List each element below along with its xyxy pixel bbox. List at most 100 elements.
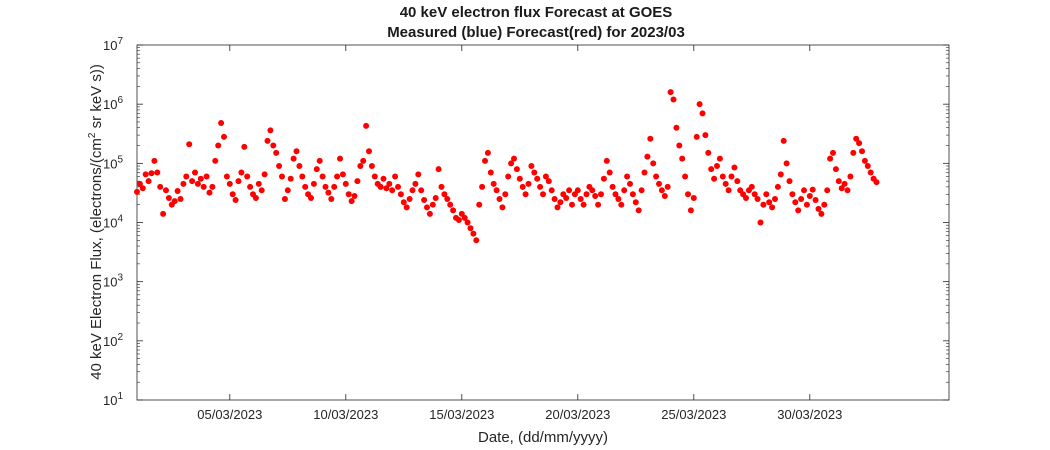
data-point	[716, 155, 723, 162]
x-tick-label: 25/03/2023	[661, 407, 726, 422]
data-point	[409, 187, 416, 194]
data-point	[467, 225, 474, 232]
data-point	[583, 191, 590, 198]
data-point	[412, 180, 419, 187]
data-point	[685, 191, 691, 198]
data-point	[635, 207, 642, 214]
data-point	[493, 187, 500, 194]
data-point	[389, 187, 396, 194]
data-point	[772, 195, 778, 202]
data-point	[789, 191, 796, 198]
data-point	[142, 171, 149, 178]
data-point	[235, 178, 242, 185]
data-point	[308, 194, 314, 201]
x-tick-label: 30/03/2023	[777, 407, 842, 422]
data-point	[357, 163, 364, 170]
y-tick-base: 10	[103, 393, 117, 408]
y-tick-label: 104	[103, 214, 123, 231]
data-point	[624, 173, 631, 180]
data-point	[252, 194, 259, 201]
data-point	[798, 195, 805, 202]
data-point	[415, 171, 422, 178]
data-point	[650, 160, 657, 167]
data-point	[766, 199, 773, 206]
data-point	[702, 132, 709, 139]
data-point	[342, 180, 349, 187]
data-point	[542, 173, 549, 180]
data-point	[270, 142, 277, 149]
plot-area	[136, 44, 950, 401]
data-point	[366, 148, 372, 155]
data-point	[873, 179, 880, 186]
data-point	[505, 173, 512, 180]
y-tick-exponent: 7	[117, 36, 123, 47]
data-point	[447, 201, 454, 208]
data-point	[627, 180, 633, 187]
data-point	[618, 201, 625, 208]
data-point	[450, 207, 457, 214]
data-point	[241, 143, 248, 150]
data-point	[728, 173, 735, 180]
data-point	[516, 175, 523, 182]
y-tick-exponent: 3	[117, 273, 123, 284]
data-point	[853, 135, 860, 142]
data-point	[380, 175, 387, 182]
data-point	[368, 163, 375, 170]
data-point	[548, 187, 555, 194]
data-point	[203, 173, 210, 180]
data-point	[792, 199, 799, 206]
data-point	[661, 193, 668, 200]
data-point	[267, 127, 274, 134]
data-point	[641, 169, 648, 176]
data-point	[658, 187, 665, 194]
chart-subtitle: Measured (blue) Forecast(red) for 2023/0…	[387, 24, 685, 41]
data-point	[429, 201, 436, 208]
data-point	[316, 157, 323, 164]
data-point	[731, 164, 738, 171]
data-point	[276, 163, 283, 170]
data-point	[589, 187, 596, 194]
y-tick-base: 10	[103, 97, 117, 112]
data-point	[293, 148, 300, 155]
x-tick-label: 10/03/2023	[313, 407, 378, 422]
y-tick-label: 101	[103, 391, 123, 408]
data-point	[339, 171, 346, 178]
data-point	[363, 122, 370, 129]
data-point	[838, 185, 845, 192]
data-point	[154, 169, 161, 176]
data-point	[160, 210, 167, 217]
data-point	[163, 187, 169, 194]
data-point	[612, 191, 619, 198]
y-tick-base: 10	[103, 334, 117, 349]
data-point	[580, 201, 587, 208]
data-point	[864, 163, 871, 170]
data-point	[656, 180, 662, 187]
data-point	[615, 195, 622, 202]
data-point	[334, 173, 341, 180]
y-tick-exponent: 4	[117, 214, 123, 225]
data-point	[424, 204, 430, 211]
data-point	[592, 193, 599, 200]
y-tick-exponent: 5	[117, 154, 123, 165]
x-tick-label: 20/03/2023	[545, 407, 610, 422]
data-point	[783, 160, 790, 167]
x-axis: 05/03/2023 10/03/2023 15/03/2023 20/03/2023…	[197, 45, 842, 422]
data-point	[508, 160, 515, 167]
data-point	[264, 137, 271, 144]
data-point	[569, 201, 575, 208]
data-point	[676, 142, 683, 149]
data-point	[719, 173, 726, 180]
data-point	[557, 199, 564, 206]
data-point	[151, 157, 158, 164]
data-point	[479, 183, 486, 190]
data-point	[803, 201, 810, 208]
data-point	[279, 173, 285, 180]
data-point	[322, 183, 329, 190]
data-point	[629, 191, 636, 198]
data-point	[699, 110, 706, 117]
data-point	[809, 186, 816, 193]
data-point	[644, 153, 651, 160]
data-point	[218, 120, 225, 127]
data-point	[725, 187, 732, 194]
